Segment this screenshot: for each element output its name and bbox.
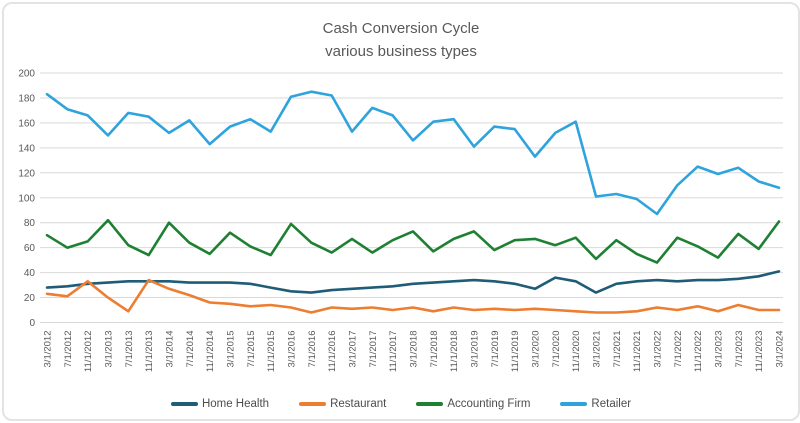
x-axis-tick-label: 11/1/2013 xyxy=(144,331,155,373)
x-axis-tick-label: 7/1/2015 xyxy=(246,331,257,368)
legend-item-home-health: Home Health xyxy=(170,398,270,410)
x-axis-tick-label: 3/1/2012 xyxy=(43,331,54,368)
x-axis-tick-label: 11/1/2019 xyxy=(510,331,521,373)
series-line-home-health xyxy=(45,270,781,294)
x-axis-tick-label: 3/1/2016 xyxy=(287,331,298,368)
y-axis-tick-label: 40 xyxy=(24,268,36,279)
x-axis-tick-label: 7/1/2016 xyxy=(307,331,318,368)
x-axis-tick-label: 3/1/2018 xyxy=(409,331,420,368)
x-axis-tick-label: 7/1/2021 xyxy=(612,331,623,368)
legend-item-retailer: Retailer xyxy=(560,398,631,410)
x-axis-tick-label: 11/1/2015 xyxy=(266,331,277,373)
legend-item-accounting-firm: Accounting Firm xyxy=(416,398,530,410)
y-axis-tick-label: 20 xyxy=(24,293,36,304)
legend-label: Restaurant xyxy=(330,398,387,410)
x-axis-tick-label: 7/1/2012 xyxy=(63,331,74,368)
x-axis-tick-label: 3/1/2015 xyxy=(226,331,237,368)
legend-label: Retailer xyxy=(591,398,632,410)
y-axis-tick-label: 60 xyxy=(24,243,36,254)
x-axis-tick-label: 11/1/2014 xyxy=(205,331,216,373)
legend-swatch-icon xyxy=(416,402,444,406)
series-line-retailer xyxy=(45,90,781,216)
y-axis-tick-label: 140 xyxy=(18,143,35,154)
y-axis-tick-label: 160 xyxy=(18,118,35,129)
x-axis-tick-label: 7/1/2023 xyxy=(734,331,745,368)
x-axis-tick-label: 3/1/2019 xyxy=(470,331,481,368)
x-axis-tick-label: 11/1/2020 xyxy=(571,331,582,373)
legend-label: Home Health xyxy=(201,398,270,410)
y-axis-tick-label: 100 xyxy=(18,193,35,204)
x-axis-tick-label: 3/1/2021 xyxy=(592,331,603,368)
y-axis-tick-label: 200 xyxy=(18,69,35,80)
x-axis-tick-label: 7/1/2019 xyxy=(490,331,501,368)
chart-title-block: Cash Conversion Cycle various business t… xyxy=(4,17,798,63)
x-axis-tick-label: 3/1/2023 xyxy=(714,331,725,368)
legend-item-restaurant: Restaurant xyxy=(299,398,386,410)
x-axis-tick-label: 7/1/2017 xyxy=(368,331,379,368)
x-axis-tick-label: 3/1/2024 xyxy=(775,331,786,368)
series-line-restaurant xyxy=(45,278,781,314)
x-axis-tick-label: 11/1/2022 xyxy=(693,331,704,373)
x-axis-tick-label: 3/1/2022 xyxy=(653,331,664,368)
chart-subtitle: various business types xyxy=(325,43,477,60)
x-axis-tick-label: 3/1/2020 xyxy=(531,331,542,368)
x-axis-tick-label: 7/1/2022 xyxy=(673,331,684,368)
y-axis-tick-label: 80 xyxy=(24,218,36,229)
chart-title: Cash Conversion Cycle xyxy=(322,20,480,37)
x-axis-tick-label: 11/1/2017 xyxy=(388,331,399,373)
legend-swatch-icon xyxy=(299,402,327,406)
x-axis-tick-label: 7/1/2018 xyxy=(429,331,440,368)
x-axis-tick-label: 3/1/2013 xyxy=(104,331,115,368)
legend-swatch-icon xyxy=(560,402,588,406)
y-axis-tick-label: 180 xyxy=(18,93,35,104)
x-axis-tick-label: 7/1/2020 xyxy=(551,331,562,368)
x-axis-tick-label: 3/1/2014 xyxy=(165,331,176,368)
series-line-accounting-firm xyxy=(45,218,781,264)
x-axis-tick-label: 3/1/2017 xyxy=(348,331,359,368)
y-axis-tick-label: 0 xyxy=(29,318,35,329)
x-axis-tick-label: 11/1/2021 xyxy=(632,331,643,373)
chart-legend: Home Health Restaurant Accounting Firm Reta… xyxy=(4,398,798,410)
x-axis-tick-label: 11/1/2018 xyxy=(449,331,460,373)
y-axis-tick-label: 120 xyxy=(18,168,35,179)
legend-label: Accounting Firm xyxy=(447,398,531,410)
legend-swatch-icon xyxy=(170,402,198,406)
x-axis-tick-label: 7/1/2013 xyxy=(124,331,135,368)
x-axis-tick-label: 11/1/2023 xyxy=(754,331,765,373)
x-axis-tick-label: 11/1/2012 xyxy=(83,331,94,373)
x-axis-tick-label: 11/1/2016 xyxy=(327,331,338,373)
x-axis-tick-label: 7/1/2014 xyxy=(185,331,196,368)
chart-canvas: 0 20 40 60 80 100 120 140 160 180 200 3/1/2012 7/1/2… xyxy=(18,69,786,373)
